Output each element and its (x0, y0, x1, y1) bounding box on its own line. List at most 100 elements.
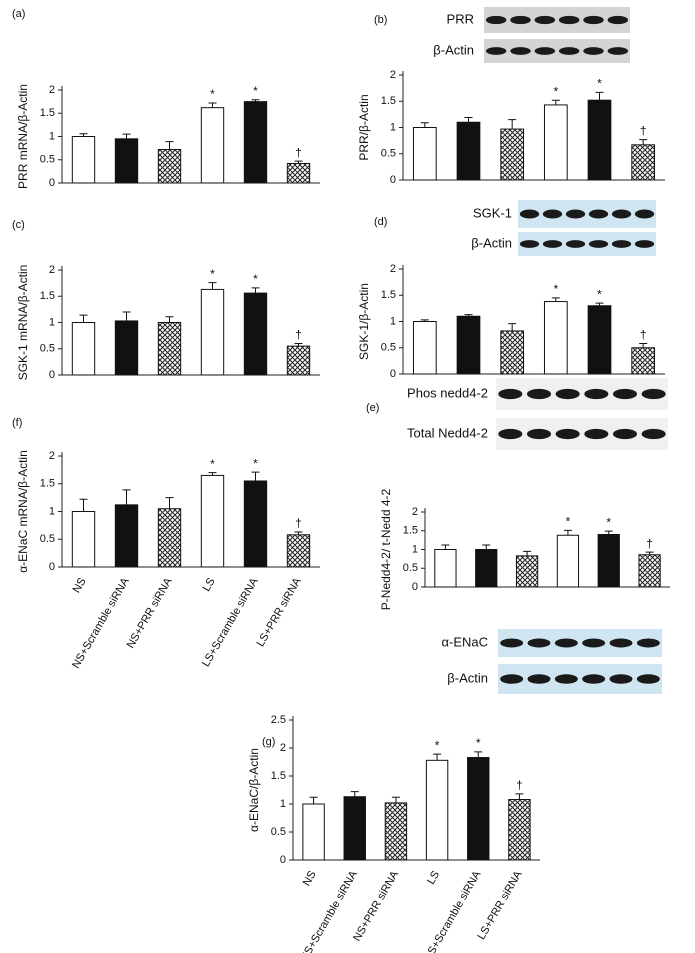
blot-label: α-ENaC (441, 634, 488, 649)
y-tick-label: 0 (49, 369, 55, 381)
error-bar (294, 531, 303, 535)
y-tick-label: 1.5 (40, 290, 55, 302)
error-bar (79, 314, 88, 323)
bar (638, 554, 661, 588)
bar (587, 99, 612, 181)
blot-label: β-Actin (471, 235, 512, 250)
blot-band (583, 47, 604, 55)
y-axis-label: PRR/β-Actin (357, 94, 371, 160)
bar (631, 347, 656, 375)
significance-marker: † (295, 328, 302, 342)
error-bar (551, 99, 560, 105)
y-axis-label: α-ENaC/β-Actin (247, 748, 261, 832)
error-bar (350, 791, 359, 797)
bar (157, 322, 182, 376)
blot-label: Total Nedd4-2 (407, 425, 488, 440)
bar (597, 534, 620, 588)
error-bar (595, 91, 604, 101)
blot-band (611, 209, 632, 219)
blot-band (612, 388, 638, 400)
y-axis-label: α-ENaC mRNA/β-Actin (16, 450, 30, 573)
bar (543, 104, 568, 181)
blot-band (500, 674, 524, 684)
y-tick-label: 1 (412, 543, 418, 555)
y-tick-label: 0 (280, 854, 286, 866)
blot-image (496, 418, 668, 450)
blot-band (542, 240, 563, 248)
blot-band (558, 15, 580, 25)
bar (114, 320, 139, 376)
error-bar (645, 551, 654, 555)
error-bar (208, 472, 217, 476)
blot-image (484, 7, 630, 33)
significance-marker: * (566, 515, 571, 529)
y-tick-label: 1 (390, 315, 396, 327)
y-tick-label: 0 (390, 368, 396, 380)
bar (243, 101, 268, 184)
blot-band (498, 388, 523, 400)
bar (425, 759, 449, 861)
y-tick-label: 1.5 (381, 95, 396, 107)
error-bar (122, 133, 131, 139)
blot-band (534, 15, 556, 25)
significance-marker: * (210, 87, 215, 101)
blot-band (485, 47, 507, 55)
blot-band (607, 15, 629, 25)
error-bar (251, 99, 260, 102)
bar (71, 136, 96, 184)
error-bar (208, 102, 217, 108)
bar (71, 511, 96, 568)
bar (243, 292, 268, 376)
y-tick-label: 1 (49, 316, 55, 328)
x-tick-label: NS+PRR siRNA (125, 575, 175, 650)
y-tick-label: 2 (280, 742, 286, 754)
y-tick-label: 0.5 (271, 826, 286, 838)
blot-band (526, 428, 552, 440)
blot-band (584, 428, 609, 440)
error-bar (165, 316, 174, 323)
y-axis-label: SGK-1 mRNA/β-Actin (16, 265, 30, 381)
y-tick-label: 0.5 (40, 343, 55, 355)
blot-band (582, 638, 606, 648)
y-tick-label: 1.5 (40, 107, 55, 119)
blot-band (565, 209, 586, 219)
blot-band (527, 674, 551, 684)
error-bar (639, 343, 648, 348)
error-bar (309, 796, 318, 804)
blot-band (636, 674, 660, 684)
bar (412, 321, 437, 375)
error-bar (294, 160, 303, 164)
blot-band (510, 47, 531, 55)
significance-marker: † (640, 124, 647, 138)
y-tick-label: 2 (49, 264, 55, 276)
blot-image (498, 664, 662, 694)
blot-band (634, 209, 655, 219)
blot-band (607, 47, 629, 55)
bar (286, 162, 311, 184)
blot-band (526, 388, 552, 400)
significance-marker: * (253, 456, 258, 470)
blot-band (554, 638, 578, 648)
error-bar (420, 319, 429, 322)
bar (200, 107, 225, 184)
blot-label: β-Actin (433, 42, 474, 57)
y-axis-label: SGK-1/β-Actin (357, 283, 371, 360)
x-tick-label: NS (71, 576, 89, 595)
y-tick-label: 1 (280, 798, 286, 810)
blot-image (518, 232, 656, 256)
y-tick-label: 2 (412, 506, 418, 518)
y-axis-label: P-Nedd4-2/ t-Nedd 4-2 (379, 488, 393, 610)
x-tick-label: NS (301, 869, 319, 888)
bar (500, 128, 525, 181)
blot-band (500, 638, 524, 648)
bar (467, 757, 490, 861)
y-tick-label: 2 (49, 450, 55, 462)
x-tick-label: NS+PRR siRNA (351, 868, 401, 943)
bar (587, 305, 612, 375)
blot-band (588, 240, 609, 248)
bar (200, 474, 225, 568)
significance-marker: † (640, 328, 647, 342)
error-bar (595, 302, 604, 306)
blot-band (555, 388, 580, 400)
